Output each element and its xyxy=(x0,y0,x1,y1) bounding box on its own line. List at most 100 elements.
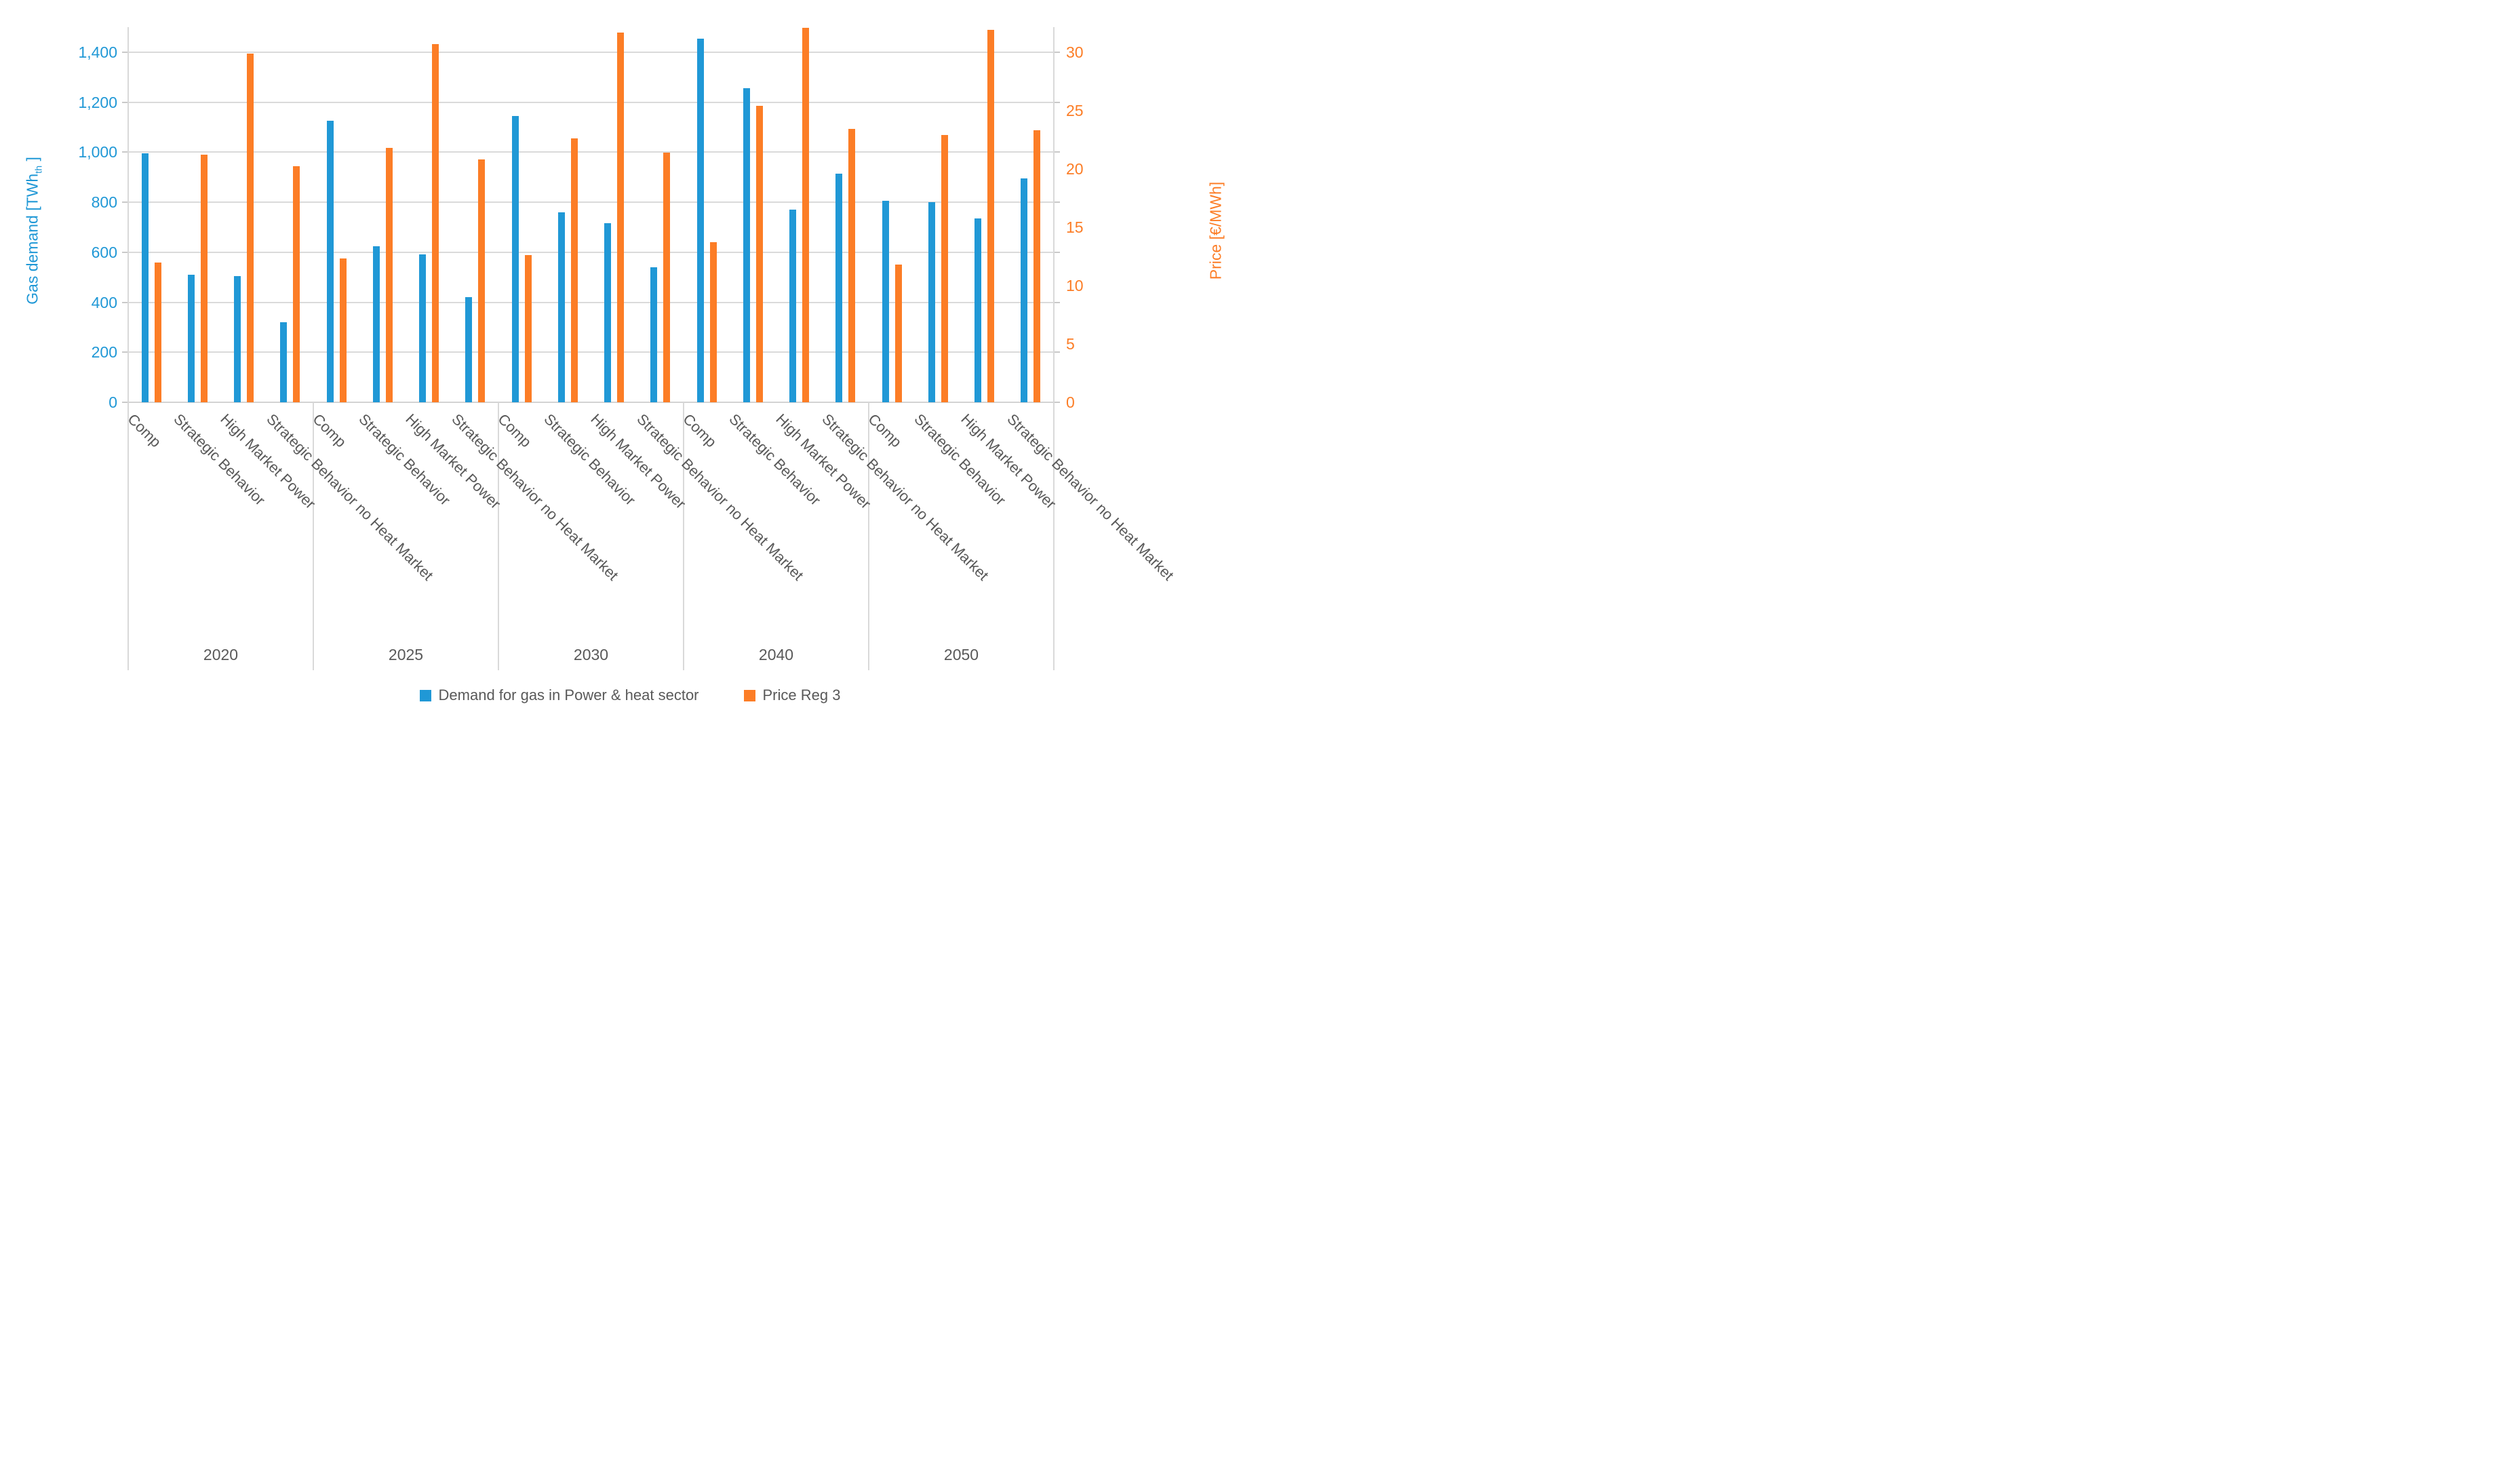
demand-bar xyxy=(511,115,519,402)
year-group-separator xyxy=(127,402,129,670)
price-bar xyxy=(987,30,995,402)
left-axis-title-subscript: th xyxy=(33,165,45,174)
demand-bar xyxy=(280,322,288,402)
demand-bar xyxy=(650,267,658,402)
left-axis-tick-mark xyxy=(122,51,128,53)
right-axis-tick-mark xyxy=(1054,251,1060,253)
demand-bar xyxy=(465,297,473,402)
left-axis-title-suffix: ] xyxy=(23,157,41,166)
legend-label-demand: Demand for gas in Power & heat sector xyxy=(438,687,699,703)
right-axis-tick-label: 30 xyxy=(1066,43,1084,61)
price-bar xyxy=(200,155,208,402)
year-label: 2025 xyxy=(388,646,424,663)
year-group-separator xyxy=(313,402,314,670)
left-axis-tick-mark xyxy=(122,201,128,204)
right-axis-tick-mark xyxy=(1054,201,1060,204)
legend-label-price: Price Reg 3 xyxy=(762,687,841,703)
demand-bar xyxy=(835,173,843,402)
left-axis-title: Gas demand [TWhth ] xyxy=(24,157,45,305)
price-bar xyxy=(848,129,856,402)
price-bar xyxy=(802,27,810,402)
demand-bar xyxy=(928,202,935,402)
right-axis-tick-mark xyxy=(1054,351,1060,353)
price-bar xyxy=(1033,130,1041,402)
gridline xyxy=(128,51,1054,53)
demand-bar xyxy=(372,246,380,402)
price-bar xyxy=(894,264,902,402)
price-bar xyxy=(755,106,763,402)
right-axis-tick-mark xyxy=(1054,301,1060,303)
year-group-separator xyxy=(498,402,499,670)
left-axis-tick-mark xyxy=(122,351,128,353)
gridline xyxy=(128,101,1054,103)
price-bar xyxy=(478,159,486,402)
year-label: 2020 xyxy=(203,646,239,663)
demand-bar xyxy=(1021,178,1028,402)
year-label: 2050 xyxy=(943,646,979,663)
category-label: Comp xyxy=(124,410,165,451)
category-label: Comp xyxy=(680,410,720,451)
demand-bar xyxy=(696,38,704,402)
right-axis-tick-label: 25 xyxy=(1066,101,1084,119)
left-axis-tick-label: 1,200 xyxy=(78,93,117,111)
year-group-separator xyxy=(868,402,869,670)
category-label: Comp xyxy=(494,410,535,451)
right-axis-tick-mark xyxy=(1054,402,1060,403)
right-axis-tick-mark xyxy=(1054,151,1060,153)
right-axis-line xyxy=(1053,27,1055,402)
price-bar xyxy=(339,258,347,402)
right-axis-tick-mark xyxy=(1054,101,1060,103)
right-axis-tick-label: 0 xyxy=(1066,393,1075,411)
right-axis-tick-label: 15 xyxy=(1066,218,1084,236)
left-axis-tick-label: 1,400 xyxy=(78,43,117,61)
demand-bar xyxy=(419,254,427,402)
gridline xyxy=(128,251,1054,253)
price-bar xyxy=(154,262,161,402)
left-axis-tick-label: 800 xyxy=(91,193,117,212)
demand-bar xyxy=(743,88,750,402)
category-label: Strategic Behavior no Heat Market xyxy=(263,410,437,584)
price-bar xyxy=(663,152,671,402)
category-label: Strategic Behavior no Heat Market xyxy=(819,410,992,584)
price-bar xyxy=(247,53,254,402)
left-axis-tick-mark xyxy=(122,402,128,403)
demand-bar xyxy=(326,121,334,402)
legend-swatch-demand-icon xyxy=(419,689,431,701)
chart-canvas: Gas demand [TWhth ] Price [€/MWh] 0 200 40… xyxy=(0,0,1260,734)
legend-item-price: Price Reg 3 xyxy=(743,687,841,704)
price-bar xyxy=(570,138,578,402)
legend-swatch-price-icon xyxy=(743,689,755,701)
left-axis-tick-mark xyxy=(122,101,128,103)
left-axis-tick-label: 400 xyxy=(91,293,117,311)
gridline xyxy=(128,351,1054,353)
category-label: Comp xyxy=(865,410,905,451)
price-bar xyxy=(617,32,625,402)
year-label: 2040 xyxy=(758,646,794,663)
category-label: Strategic Behavior no Heat Market xyxy=(633,410,807,584)
legend-item-demand: Demand for gas in Power & heat sector xyxy=(419,687,699,704)
demand-bar xyxy=(557,212,565,402)
price-bar xyxy=(709,242,717,402)
left-axis-tick-label: 0 xyxy=(109,393,117,411)
right-axis-tick-label: 5 xyxy=(1066,334,1075,353)
left-axis-tick-mark xyxy=(122,251,128,253)
demand-bar xyxy=(882,201,889,402)
year-group-separator xyxy=(683,402,684,670)
left-axis-line xyxy=(127,27,129,402)
gridline xyxy=(128,151,1054,153)
x-axis-line xyxy=(128,402,1054,403)
gridline xyxy=(128,201,1054,204)
left-axis-tick-label: 600 xyxy=(91,243,117,261)
category-label: Comp xyxy=(309,410,350,451)
legend: Demand for gas in Power & heat sector Pr… xyxy=(0,687,1260,704)
year-group-separator xyxy=(1053,402,1055,670)
demand-bar xyxy=(187,274,195,402)
demand-bar xyxy=(141,153,149,402)
left-axis-tick-label: 200 xyxy=(91,343,117,362)
right-axis-tick-mark xyxy=(1054,51,1060,53)
demand-bar xyxy=(234,275,241,402)
left-axis-title-text: Gas demand [TWh xyxy=(23,173,41,305)
right-axis-title: Price [€/MWh] xyxy=(1206,181,1225,280)
left-axis-tick-mark xyxy=(122,151,128,153)
price-bar xyxy=(293,166,300,402)
